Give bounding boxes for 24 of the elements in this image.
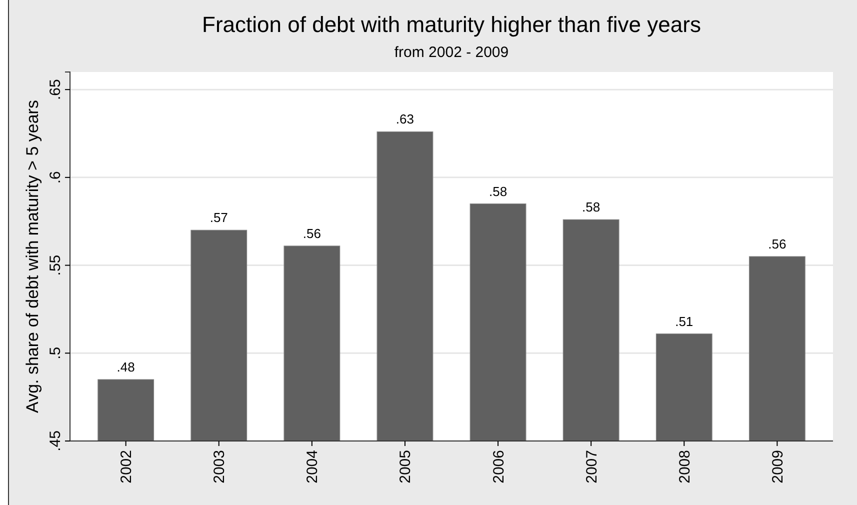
data-label: .58 bbox=[582, 200, 600, 215]
data-label: .58 bbox=[488, 184, 508, 199]
data-label: .63 bbox=[396, 112, 414, 127]
x-tick-label: 2002 bbox=[118, 450, 136, 484]
y-tick-label: .5 bbox=[47, 346, 64, 360]
data-label: .57 bbox=[210, 210, 228, 226]
x-tick-label: 2008 bbox=[676, 450, 694, 484]
chart-title: Fraction of debt with maturity higher than five years bbox=[202, 12, 701, 37]
data-label: .56 bbox=[768, 236, 786, 252]
y-tick-label: .6 bbox=[47, 171, 64, 184]
x-tick-label: 2003 bbox=[211, 450, 228, 484]
data-label: .56 bbox=[302, 226, 321, 241]
data-label: .51 bbox=[675, 314, 694, 329]
x-tick-label: 2004 bbox=[304, 450, 322, 484]
x-tick-label: 2007 bbox=[583, 450, 600, 484]
x-tick-label: 2006 bbox=[490, 450, 508, 484]
data-label: .48 bbox=[116, 360, 135, 374]
y-tick-label: .55 bbox=[47, 254, 64, 276]
y-tick-label: .65 bbox=[47, 79, 64, 100]
y-axis-title: Avg. share of debt with maturity > 5 years bbox=[23, 100, 42, 413]
x-tick-label: 2005 bbox=[397, 450, 414, 484]
x-tick-label: 2009 bbox=[769, 450, 786, 484]
y-tick-label: .45 bbox=[47, 430, 64, 452]
chart-subtitle: from 2002 - 2009 bbox=[394, 44, 509, 61]
